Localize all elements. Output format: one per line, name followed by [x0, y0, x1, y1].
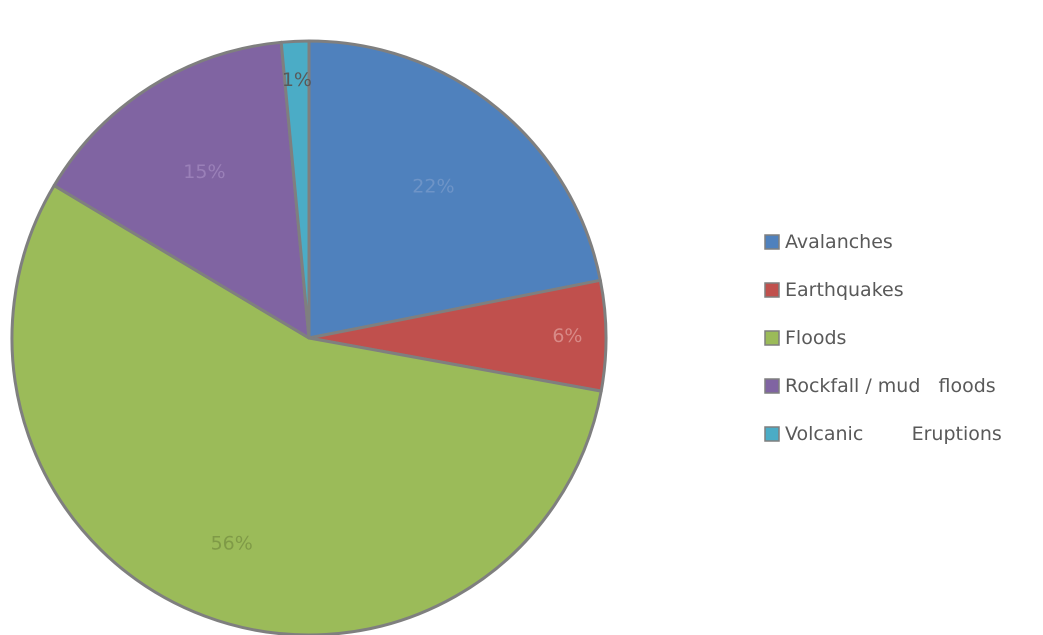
- legend: Avalanches Earthquakes Floods Rockfall / mu…: [764, 231, 1002, 445]
- pie-slice-volcanic-eruptions: [279, 39, 311, 340]
- data-label-avalanches: 22%: [412, 176, 454, 198]
- legend-swatch: [764, 282, 780, 298]
- data-label-rockfall-mud-floods: 15%: [183, 161, 225, 183]
- legend-item: Floods: [764, 327, 846, 349]
- pie-slice-floods: [10, 184, 603, 635]
- legend-swatch: [764, 426, 780, 442]
- pie-slice-avalanches: [307, 39, 602, 340]
- legend-item: Volcanic Eruptions: [764, 423, 1002, 445]
- legend-item: Avalanches: [764, 231, 893, 253]
- legend-swatch: [764, 330, 780, 346]
- data-label-volcanic-eruptions: 1%: [282, 69, 312, 91]
- legend-label: Volcanic Eruptions: [785, 423, 1002, 445]
- pie-slices: [10, 39, 608, 635]
- legend-label: Avalanches: [785, 231, 893, 253]
- data-label-earthquakes: 6%: [552, 325, 582, 347]
- legend-item: Earthquakes: [764, 279, 904, 301]
- pie-data-labels: 22% 6% 56% 15% 1%: [183, 69, 582, 555]
- legend-label: Rockfall / mud floods: [785, 375, 996, 397]
- legend-swatch: [764, 378, 780, 394]
- data-label-floods: 56%: [211, 533, 253, 555]
- legend-label: Floods: [785, 327, 846, 349]
- legend-item: Rockfall / mud floods: [764, 375, 996, 397]
- pie-slice-rockfall-mud-floods: [52, 40, 311, 340]
- legend-swatch: [764, 234, 780, 250]
- legend-label: Earthquakes: [785, 279, 904, 301]
